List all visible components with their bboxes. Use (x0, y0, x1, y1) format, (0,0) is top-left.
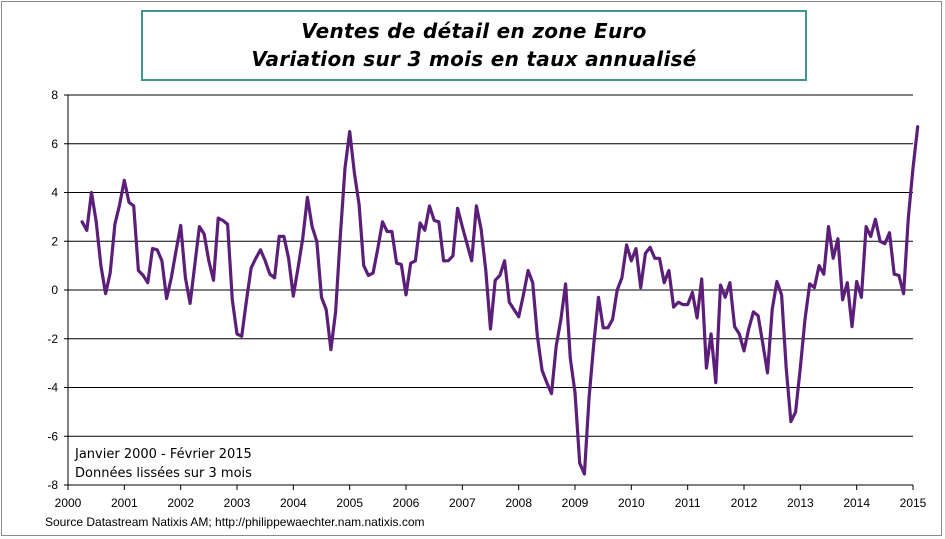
x-tick-label: 2012 (731, 496, 758, 510)
chart-title-box: Ventes de détail en zone Euro Variation … (141, 10, 807, 81)
x-tick-label: 2015 (900, 496, 927, 510)
y-tick-label: -2 (47, 332, 58, 346)
x-tick-label: 2007 (449, 496, 476, 510)
x-tick-label: 2000 (55, 496, 82, 510)
axes (67, 95, 913, 486)
grid-lines (68, 94, 913, 437)
chart-title-line-2: Variation sur 3 mois en taux annualisé (251, 47, 697, 71)
chart-title-line-1: Ventes de détail en zone Euro (301, 19, 647, 43)
annotation-smoothing: Données lissées sur 3 mois (75, 466, 252, 481)
x-tick-label: 2005 (336, 496, 363, 510)
y-axis-ticks: 8 6 4 2 0 -2 -4 -6 -8 (47, 88, 68, 492)
series-line-0 (80, 125, 920, 476)
x-axis-ticks: 2000 2001 2002 2003 2004 2005 2006 2007 2008 2009… (55, 485, 927, 510)
y-tick-label: -6 (47, 429, 58, 443)
x-tick-label: 2014 (843, 496, 870, 510)
x-tick-label: 2004 (280, 496, 307, 510)
series-group (80, 125, 920, 476)
y-tick-label: -8 (47, 478, 58, 492)
y-tick-label: 2 (51, 234, 58, 248)
y-tick-label: -4 (47, 381, 58, 395)
x-tick-label: 2010 (618, 496, 645, 510)
y-tick-label: 8 (51, 88, 58, 102)
x-tick-label: 2008 (505, 496, 532, 510)
y-tick-label: 0 (51, 283, 58, 297)
x-tick-label: 2013 (787, 496, 814, 510)
x-tick-label: 2011 (675, 496, 701, 510)
y-tick-label: 4 (51, 186, 58, 200)
x-tick-label: 2003 (224, 496, 251, 510)
x-tick-label: 2002 (167, 496, 194, 510)
x-tick-label: 2009 (562, 496, 589, 510)
x-tick-label: 2006 (393, 496, 420, 510)
source-note: Source Datastream Natixis AM; http://phi… (45, 515, 425, 529)
y-tick-label: 6 (51, 137, 58, 151)
x-tick-label: 2001 (111, 496, 138, 510)
annotation-period: Janvier 2000 - Février 2015 (74, 447, 252, 462)
